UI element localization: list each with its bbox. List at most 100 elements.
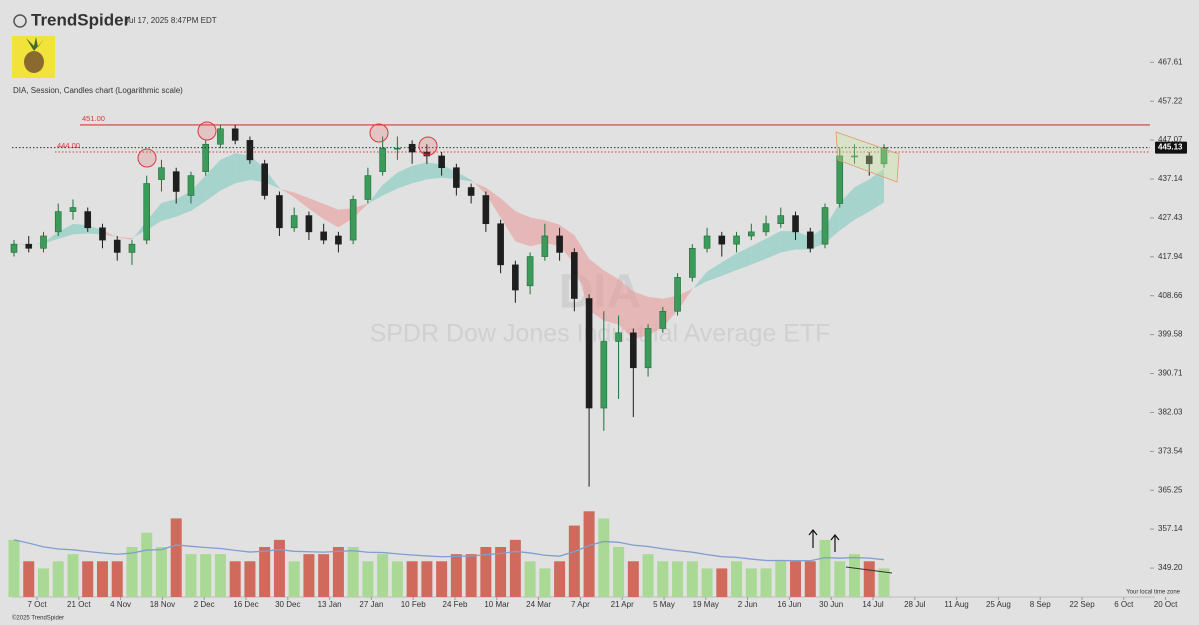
x-tick-label: 18 Nov [150,600,175,609]
volume-bar [450,554,462,597]
y-tick-label: 427.43 [1158,213,1183,222]
x-tick-label: 24 Mar [526,600,551,609]
ema-ribbon [603,270,619,325]
x-tick-label: 14 Jul [862,600,884,609]
ema-ribbon [102,230,118,238]
plot: 467.61 457.22 447.07 437.14 427.43 417.94 408.… [8,57,1187,609]
candle-body [541,235,549,257]
x-tick-label: 2 Dec [194,600,215,609]
level-label: 444.00 [57,141,80,150]
ema-ribbon [515,211,531,247]
candle-body [438,155,445,169]
volume-bar [229,561,241,597]
volume-bar [406,561,418,597]
candle-body [305,215,313,233]
volume-bar [377,554,389,597]
volume-bar [126,547,138,597]
ema-ribbon [294,192,309,209]
ema-ribbon [235,153,250,184]
volume-bar [82,561,94,597]
timestamp: Jul 17, 2025 8:47PM EDT [125,16,217,25]
volume-bar [214,554,226,597]
volume-bar [288,561,300,597]
x-tick-label: 19 May [693,600,719,609]
volume-bar [524,561,536,597]
y-tick-label: 390.71 [1158,369,1183,378]
high-marker [369,123,389,143]
x-tick-label: 20 Oct [1154,600,1178,609]
volume-bar [804,561,816,597]
candle-body [733,235,740,245]
ema-ribbon [338,208,354,228]
candle-body [703,235,711,249]
volume-bar [554,561,566,597]
watermark-name: SPDR Dow Jones Industrial Average ETF [370,320,831,348]
ema-ribbon [397,165,413,189]
x-tick-label: 7 Apr [571,600,590,609]
logo [13,14,27,28]
x-tick-label: 30 Dec [275,600,300,609]
volume-bar [495,547,507,597]
volume-bar [318,554,330,597]
ema-ribbon [426,162,442,180]
candle-body [851,155,858,158]
ema-ribbon [633,291,649,339]
volume-average [13,539,885,562]
x-tick-label: 7 Oct [27,600,47,609]
chart-label: DIA, Session, Candles chart (Logarithmic… [13,86,183,95]
volume-bar [185,554,197,597]
volume-bar [111,561,123,597]
volume-bar [391,561,403,597]
candle-body [644,328,652,369]
candle-body [246,140,254,161]
ema-ribbon [441,164,457,180]
high-marker [418,136,438,156]
volume-bar [200,554,212,597]
ema-ribbon [117,236,132,240]
ema-ribbon [131,220,147,240]
ema-ribbon [766,230,781,259]
candle-body [128,243,136,253]
candle-body [467,187,475,196]
candle-body [84,211,92,229]
volume-bar [878,568,890,597]
candle-body [10,243,18,253]
ema-ribbon [264,168,280,189]
candle-body [630,332,637,369]
ema-ribbon [530,217,545,247]
level-label: 451.00 [82,114,105,123]
y-tick-label: 447.07 [1158,135,1183,144]
avatar-fruit [24,51,44,73]
ema-ribbon [28,242,44,246]
x-tick-label: 10 Feb [401,600,426,609]
volume-bar [642,554,654,597]
ema-ribbon [736,246,752,271]
ema-ribbon [618,279,634,339]
volume-bar [480,547,492,597]
volume-bar [834,561,846,597]
volume-bar [760,568,772,597]
candle-body [261,163,268,196]
volume-bar [716,568,728,597]
candle-body [54,211,62,233]
last-price-box [1155,141,1187,154]
x-tick-label: 21 Oct [67,600,91,609]
ema-ribbon [589,258,604,321]
ema-ribbon [43,232,59,244]
ema-ribbon [471,179,486,195]
ema-ribbon [220,153,236,191]
ema-ribbon [367,185,383,204]
last-price-label: 445.13 [1158,143,1183,152]
trend-channel [835,131,900,183]
candle-body [231,128,239,141]
ema-ribbon [146,202,162,231]
ema-ribbon [854,179,870,220]
candle-body [526,256,534,287]
ema-ribbon [205,159,221,202]
volume-bar [686,561,698,597]
ema-ribbon [574,235,590,311]
ema-ribbon [810,227,826,250]
candle-body [349,199,357,241]
volume-bar [465,554,477,597]
